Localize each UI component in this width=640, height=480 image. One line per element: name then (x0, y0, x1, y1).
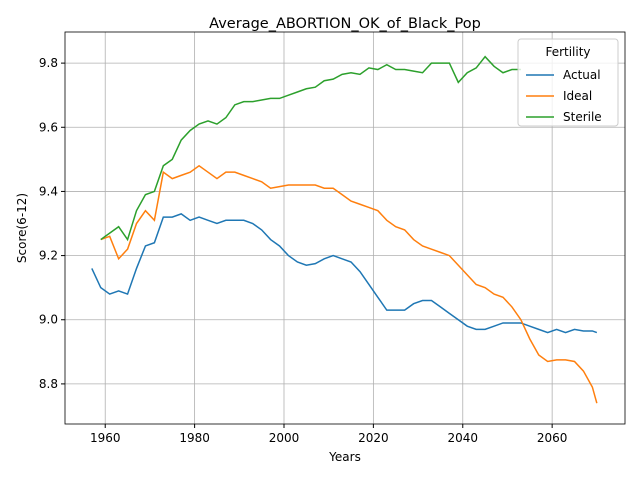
legend-title: Fertility (545, 45, 590, 59)
y-tick-label: 9.2 (39, 249, 58, 263)
plot-frame (64, 31, 626, 425)
legend-label: Sterile (563, 110, 602, 124)
series-line (91, 213, 598, 334)
y-tick-label: 8.8 (39, 377, 58, 391)
legend: Fertility Actual Ideal Sterile (517, 38, 619, 127)
legend-label: Actual (563, 68, 601, 82)
y-tick-label: 9.6 (39, 120, 58, 134)
y-tick-label: 9.0 (39, 313, 58, 327)
legend-label: Ideal (563, 89, 592, 103)
legend-box (517, 38, 619, 127)
x-tick-label: 1960 (90, 431, 121, 445)
x-tick-label: 2000 (269, 431, 300, 445)
x-axis-label: Years (328, 450, 361, 464)
y-tick-label: 9.4 (39, 184, 58, 198)
x-tick-label: 2020 (358, 431, 389, 445)
x-tick-label: 1980 (179, 431, 210, 445)
x-tick-label: 2060 (537, 431, 568, 445)
series-line (100, 164, 598, 404)
series-line (100, 55, 521, 242)
y-axis-label: Score(6-12) (15, 193, 29, 263)
chart-title: Average_ABORTION_OK_of_Black_Pop (209, 16, 481, 32)
x-tick-label: 2040 (447, 431, 478, 445)
y-tick-label: 9.8 (39, 56, 58, 70)
